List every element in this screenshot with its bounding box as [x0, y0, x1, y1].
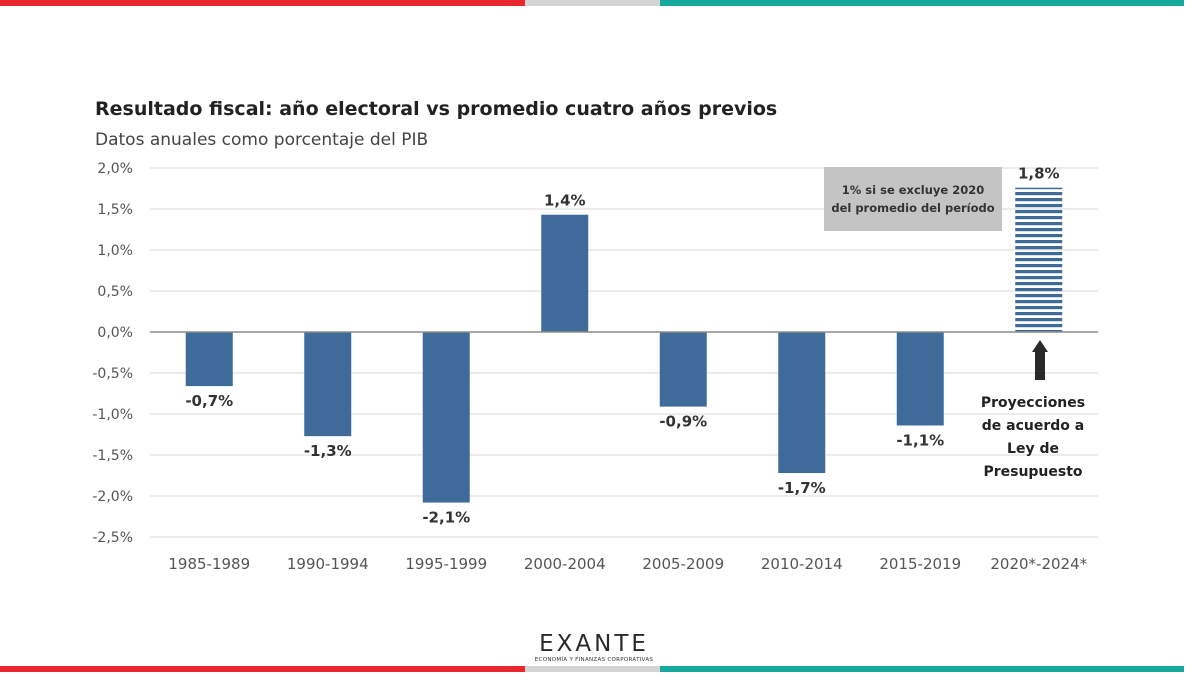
- bottom-stripe-gray: [525, 666, 660, 672]
- y-tick-label: -1,0%: [92, 407, 133, 423]
- data-label: -1,1%: [896, 431, 944, 449]
- exante-logo: EXANTE ECONOMÍA Y FINANZAS CORPORATIVAS: [500, 632, 688, 664]
- x-tick-label: 2000-2004: [524, 555, 606, 573]
- bar: [185, 332, 233, 387]
- x-tick-label: 2010-2014: [761, 555, 843, 573]
- y-tick-label: -2,0%: [92, 489, 133, 505]
- y-tick-label: -1,5%: [92, 448, 133, 464]
- y-tick-label: 0,0%: [97, 325, 133, 341]
- bar: [659, 332, 707, 407]
- top-stripe-gray: [525, 0, 660, 6]
- data-label: -0,7%: [185, 392, 233, 410]
- projection-note-line: Ley de: [1007, 441, 1059, 457]
- bar: [541, 214, 589, 332]
- bottom-stripe-teal: [660, 666, 1184, 672]
- axes: 2,0% 1,5% 1,0% 0,5% 0,0% -0,5% -1,0% -1,5% -2,0%…: [92, 161, 1098, 573]
- x-tick-label: 2020*-2024*: [990, 555, 1087, 573]
- data-label: -1,7%: [778, 479, 826, 497]
- x-tick-label: 1990-1994: [287, 555, 369, 573]
- data-labels: -0,7% -1,3% -2,1% 1,4% -0,9% -1,7% -1,1% 1,8%: [185, 165, 1059, 527]
- data-label: -1,3%: [304, 442, 352, 460]
- projection-note: Proyecciones de acuerdo a Ley de Presupu…: [966, 392, 1100, 484]
- data-label: -0,9%: [659, 413, 707, 431]
- logo-tagline: ECONOMÍA Y FINANZAS CORPORATIVAS: [534, 657, 654, 663]
- x-tick-label: 2015-2019: [879, 555, 961, 573]
- x-tick-label: 1985-1989: [168, 555, 250, 573]
- y-tick-label: -0,5%: [92, 366, 133, 382]
- y-tick-label: 2,0%: [97, 161, 133, 177]
- note-box: 1% si se excluye 2020 del promedio del p…: [824, 167, 1002, 231]
- bottom-stripe-red: [0, 666, 525, 672]
- bar: [422, 332, 470, 503]
- projection-note-line: Proyecciones: [980, 395, 1086, 411]
- bar: [304, 332, 352, 437]
- up-arrow-icon: [1032, 340, 1048, 380]
- logo-wordmark: EXANTE: [539, 631, 649, 657]
- y-tick-label: 0,5%: [97, 284, 133, 300]
- bars: [185, 187, 1063, 503]
- chart-title: Resultado fiscal: año electoral vs prome…: [95, 98, 778, 120]
- x-tick-label: 2005-2009: [642, 555, 724, 573]
- y-tick-label: 1,0%: [97, 243, 133, 259]
- data-label: -2,1%: [422, 509, 470, 527]
- bar: [778, 332, 826, 474]
- top-stripe-teal: [660, 0, 1184, 6]
- top-stripe-red: [0, 0, 525, 6]
- chart-subtitle: Datos anuales como porcentaje del PIB: [95, 130, 429, 150]
- y-tick-label: -2,5%: [92, 530, 133, 546]
- y-tick-label: 1,5%: [97, 202, 133, 218]
- bar-projected: [1015, 187, 1063, 332]
- data-label: 1,4%: [544, 192, 586, 210]
- bar: [896, 332, 944, 426]
- projection-note-line: de acuerdo a: [981, 418, 1085, 434]
- x-tick-label: 1995-1999: [405, 555, 487, 573]
- data-label: 1,8%: [1018, 165, 1060, 183]
- projection-note-line: Presupuesto: [983, 464, 1083, 480]
